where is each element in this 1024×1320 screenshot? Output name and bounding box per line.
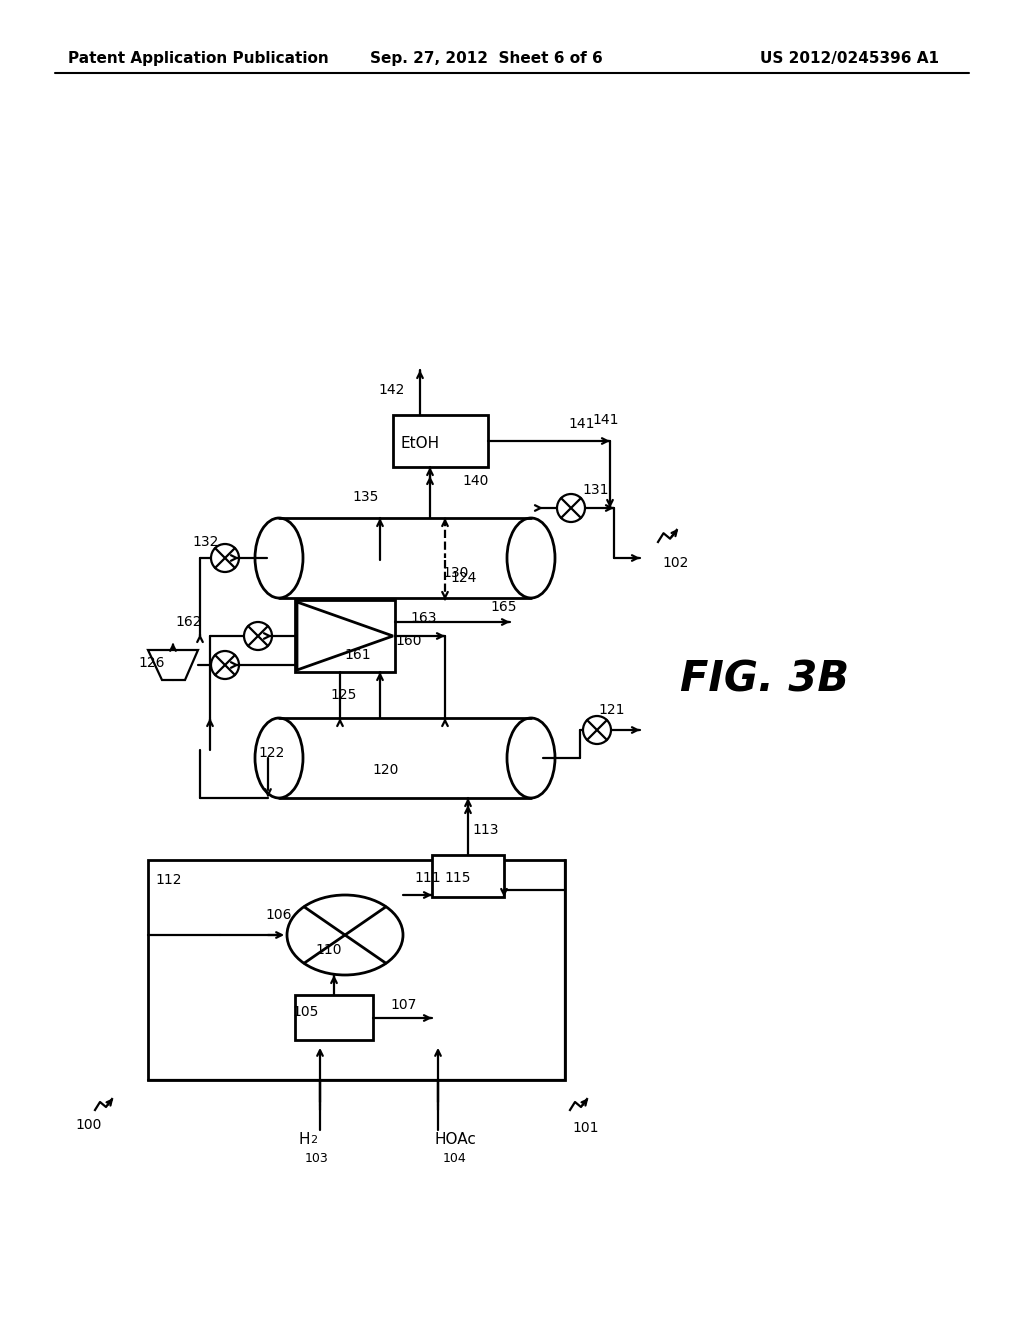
Text: H: H	[298, 1133, 309, 1147]
Ellipse shape	[287, 895, 403, 975]
Text: 113: 113	[472, 822, 499, 837]
Circle shape	[211, 651, 239, 678]
Text: 124: 124	[450, 572, 476, 585]
Polygon shape	[148, 649, 198, 680]
Text: 141: 141	[568, 417, 595, 432]
Text: 101: 101	[572, 1121, 598, 1135]
Text: 135: 135	[352, 490, 379, 504]
Text: 104: 104	[443, 1151, 467, 1164]
Text: 161: 161	[344, 648, 371, 663]
Bar	[432, 855, 504, 898]
Text: 130: 130	[442, 566, 468, 579]
Text: 122: 122	[258, 746, 285, 760]
Text: 106: 106	[265, 908, 292, 921]
Circle shape	[211, 544, 239, 572]
Text: 165: 165	[490, 601, 516, 614]
Text: 110: 110	[315, 942, 341, 957]
Ellipse shape	[507, 718, 555, 799]
Polygon shape	[297, 602, 393, 671]
Text: 111: 111	[414, 871, 440, 884]
Circle shape	[583, 715, 611, 744]
Text: 103: 103	[305, 1151, 329, 1164]
Text: 115: 115	[444, 871, 470, 884]
Text: 125: 125	[330, 688, 356, 702]
Ellipse shape	[255, 718, 303, 799]
Ellipse shape	[507, 517, 555, 598]
Text: 102: 102	[662, 556, 688, 570]
Bar	[295, 601, 395, 672]
Text: Sep. 27, 2012  Sheet 6 of 6: Sep. 27, 2012 Sheet 6 of 6	[370, 50, 603, 66]
Text: 112: 112	[155, 873, 181, 887]
Bar	[295, 995, 373, 1040]
Text: 2: 2	[310, 1135, 317, 1144]
Text: EtOH: EtOH	[400, 437, 439, 451]
Text: 140: 140	[462, 474, 488, 488]
Bar	[393, 414, 488, 467]
Text: HOAc: HOAc	[435, 1133, 477, 1147]
Text: 131: 131	[582, 483, 608, 498]
Text: FIG. 3B: FIG. 3B	[680, 659, 849, 701]
Text: 100: 100	[75, 1118, 101, 1133]
Text: 120: 120	[372, 763, 398, 777]
Text: 162: 162	[175, 615, 202, 630]
Text: US 2012/0245396 A1: US 2012/0245396 A1	[760, 50, 939, 66]
Text: 105: 105	[292, 1005, 318, 1019]
Text: 142: 142	[378, 383, 404, 397]
Text: 160: 160	[395, 634, 422, 648]
Text: 132: 132	[193, 535, 218, 549]
Ellipse shape	[255, 517, 303, 598]
Circle shape	[244, 622, 272, 649]
Text: 107: 107	[390, 998, 417, 1012]
Text: 126: 126	[138, 656, 165, 671]
Text: 163: 163	[410, 611, 436, 624]
Bar	[148, 861, 565, 1080]
Text: 121: 121	[598, 704, 625, 717]
Circle shape	[557, 494, 585, 521]
Text: 141: 141	[592, 413, 618, 426]
Text: Patent Application Publication: Patent Application Publication	[68, 50, 329, 66]
